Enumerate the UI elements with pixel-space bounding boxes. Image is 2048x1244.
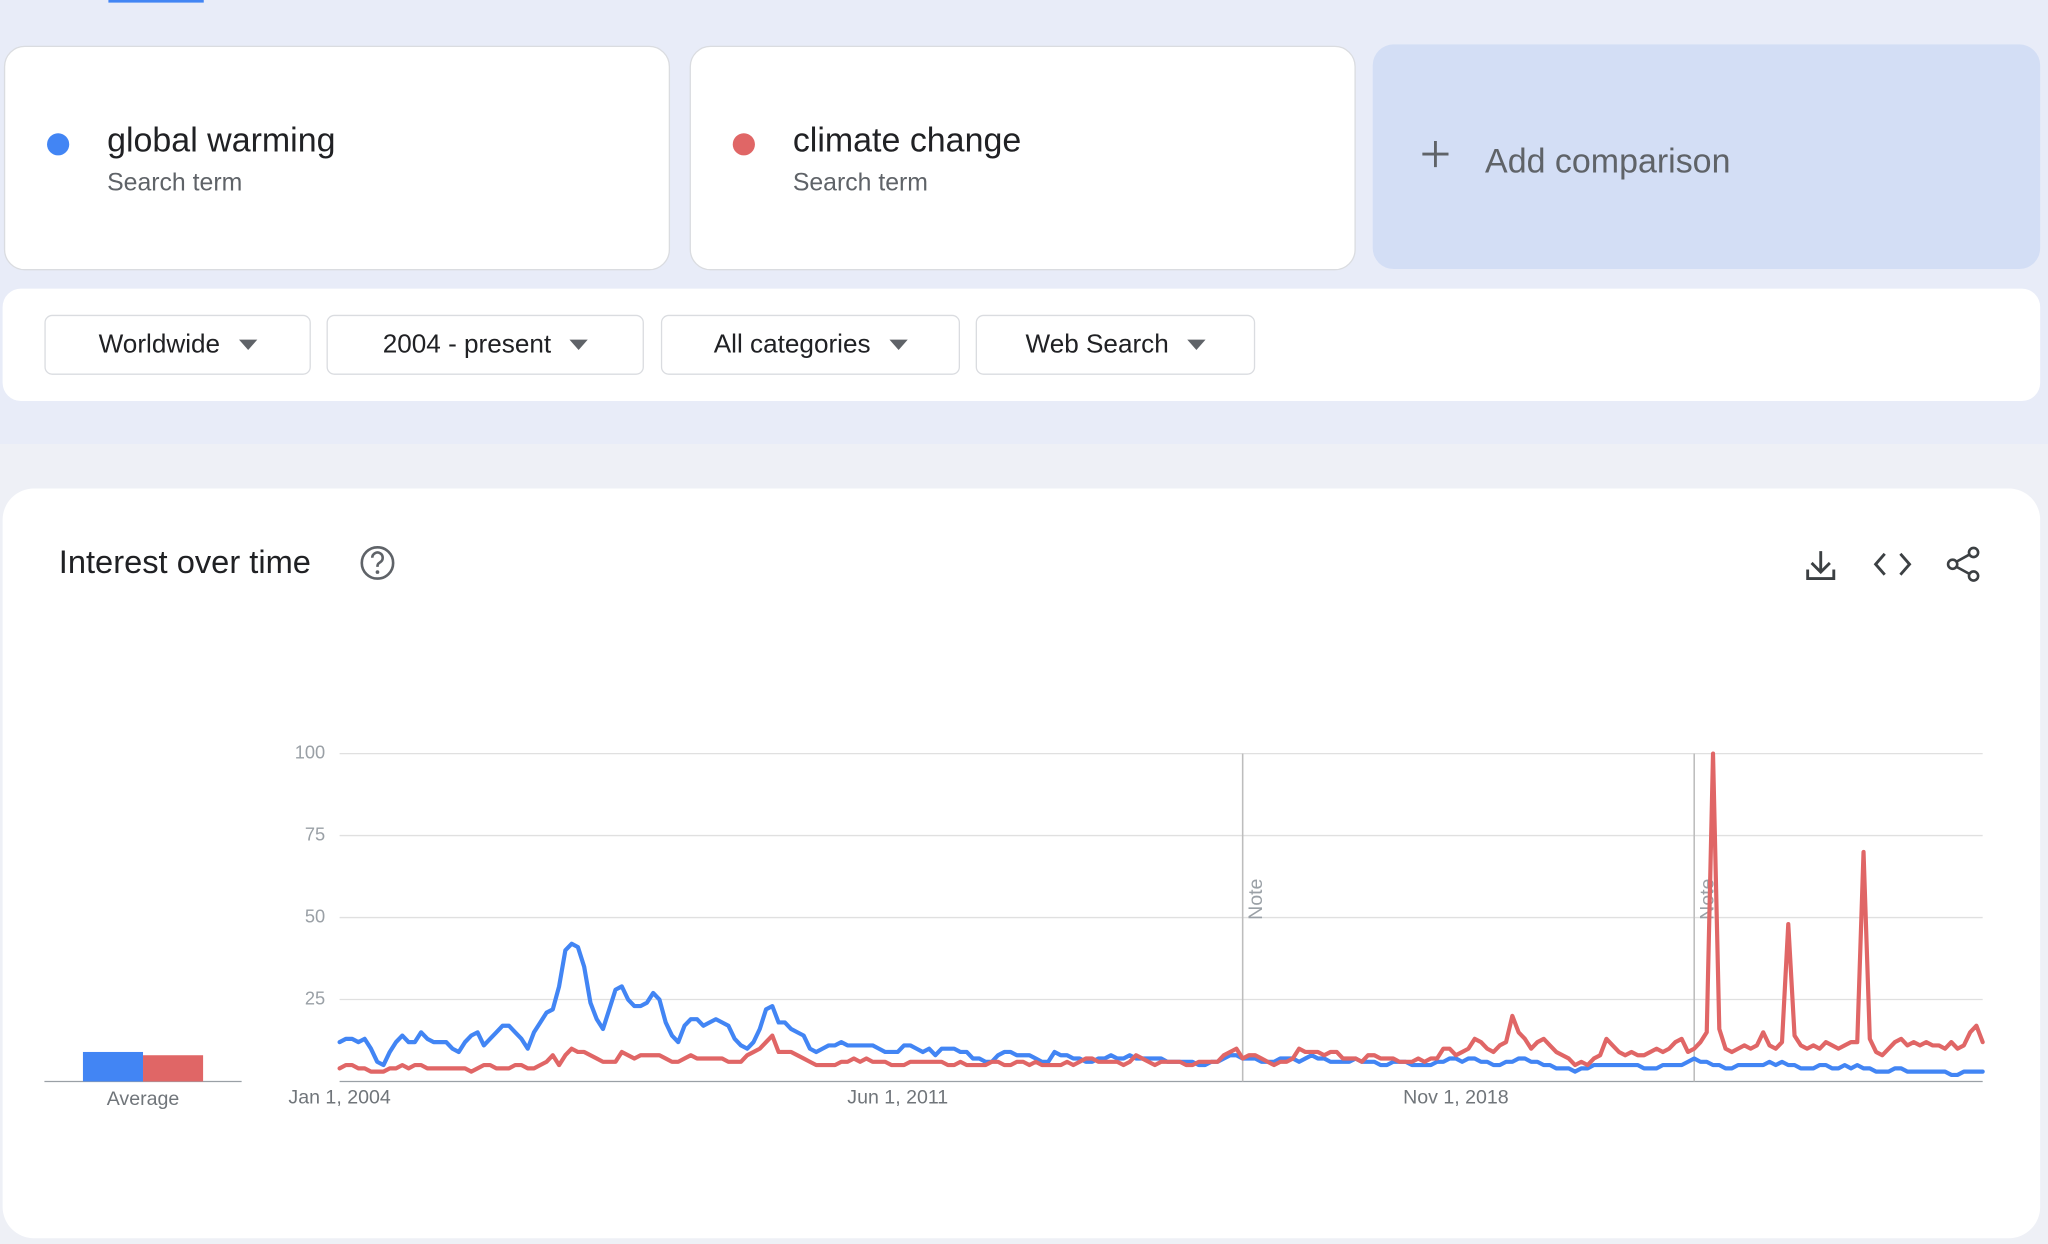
term-color-dot xyxy=(47,133,70,156)
search-term-card[interactable]: climate change Search term xyxy=(689,45,1356,271)
average-bar xyxy=(82,1051,144,1082)
series-line xyxy=(337,941,1985,1078)
filter-label: Web Search xyxy=(1025,329,1169,359)
plus-icon xyxy=(1422,141,1449,168)
y-tick-label: 25 xyxy=(305,987,325,1008)
filter-dropdown[interactable]: All categories xyxy=(660,314,960,375)
average-label: Average xyxy=(107,1088,180,1110)
y-tick-label: 75 xyxy=(305,823,325,844)
y-tick-label: 50 xyxy=(305,905,325,926)
share-icon[interactable] xyxy=(1946,546,1980,582)
help-icon[interactable] xyxy=(360,545,395,580)
dropdown-arrow xyxy=(1187,339,1206,351)
add-comparison-label: Add comparison xyxy=(1485,141,1731,181)
x-tick-label: Nov 1, 2018 xyxy=(1403,1087,1509,1109)
filter-label: 2004 - present xyxy=(382,329,552,359)
chart-card xyxy=(2,488,2041,1239)
filter-dropdown[interactable]: 2004 - present xyxy=(326,314,644,375)
filter-label: All categories xyxy=(713,329,871,359)
dropdown-arrow xyxy=(569,339,588,351)
filter-dropdown[interactable]: Worldwide xyxy=(44,314,311,375)
filter-label: Worldwide xyxy=(98,329,221,359)
dropdown-arrow xyxy=(238,339,257,351)
term-type: Search term xyxy=(792,169,928,198)
tab-indicator xyxy=(108,0,204,3)
term-type: Search term xyxy=(107,169,243,198)
term-color-dot xyxy=(732,133,755,156)
search-term-card[interactable]: global warming Search term xyxy=(3,45,671,271)
dropdown-arrow xyxy=(888,339,908,351)
term-name: climate change xyxy=(792,120,1022,160)
average-bar xyxy=(143,1055,204,1082)
filter-dropdown[interactable]: Web Search xyxy=(975,314,1256,375)
y-tick-label: 100 xyxy=(295,741,325,762)
term-name: global warming xyxy=(107,120,336,160)
series-line xyxy=(337,751,1985,1074)
add-comparison[interactable]: Add comparison xyxy=(1372,44,2041,270)
chart-title: Interest over time xyxy=(59,543,311,580)
embed-icon[interactable] xyxy=(1873,552,1912,576)
annotation-label: Note xyxy=(1245,878,1267,919)
x-tick-label: Jan 1, 2004 xyxy=(288,1087,390,1109)
filter-bar: Worldwide 2004 - present All categories … xyxy=(2,288,2041,401)
x-tick-label: Jun 1, 2011 xyxy=(847,1087,948,1109)
download-icon[interactable] xyxy=(1806,551,1836,581)
